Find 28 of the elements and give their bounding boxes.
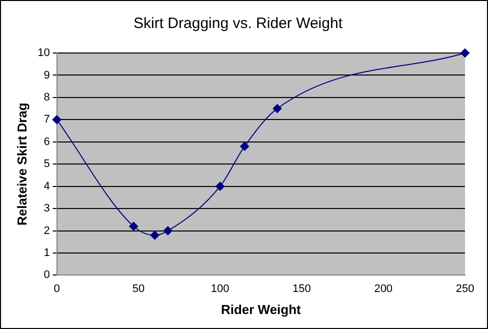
x-tick-label: 100	[210, 282, 230, 295]
y-tick-label: 1	[44, 247, 50, 260]
y-tick-label: 6	[44, 136, 50, 148]
y-axis-title: Relateive Skirt Drag	[14, 102, 30, 226]
y-tick-label: 4	[44, 180, 50, 192]
point	[163, 226, 172, 236]
x-axis-title: Rider Weight	[220, 302, 302, 317]
y-tick-label: 0	[44, 269, 50, 282]
point	[129, 222, 138, 231]
y-tick-label: 8	[44, 91, 50, 104]
x-tick-label: 250	[456, 282, 474, 295]
chart-title: Skirt Dragging vs. Rider Weight	[134, 15, 344, 32]
x-tick-label: 200	[374, 282, 393, 295]
y-tick-label: 7	[44, 114, 50, 126]
y-tick-label: 9	[44, 69, 50, 82]
x-tick-label: 50	[132, 282, 145, 295]
point	[240, 142, 250, 151]
x-tick-label: 0	[54, 282, 60, 295]
point	[150, 230, 160, 240]
y-tick-label: 3	[44, 202, 50, 215]
point	[460, 48, 470, 58]
y-tick-label: 5	[44, 158, 50, 170]
point	[272, 104, 282, 114]
point	[52, 115, 62, 124]
y-tick-label: 10	[38, 47, 50, 60]
x-tick-label: 150	[292, 282, 311, 295]
point	[216, 182, 225, 191]
y-tick-label: 2	[44, 224, 50, 237]
